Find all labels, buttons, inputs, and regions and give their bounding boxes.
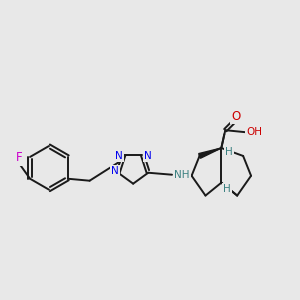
Text: N: N — [111, 166, 119, 176]
Polygon shape — [199, 148, 221, 158]
Text: N: N — [115, 151, 123, 161]
Text: N: N — [144, 151, 151, 161]
Text: F: F — [16, 152, 22, 164]
Text: NH: NH — [174, 170, 190, 180]
Text: O: O — [232, 110, 241, 123]
Text: H: H — [224, 184, 231, 194]
Text: OH: OH — [246, 127, 262, 137]
Text: H: H — [225, 147, 233, 157]
